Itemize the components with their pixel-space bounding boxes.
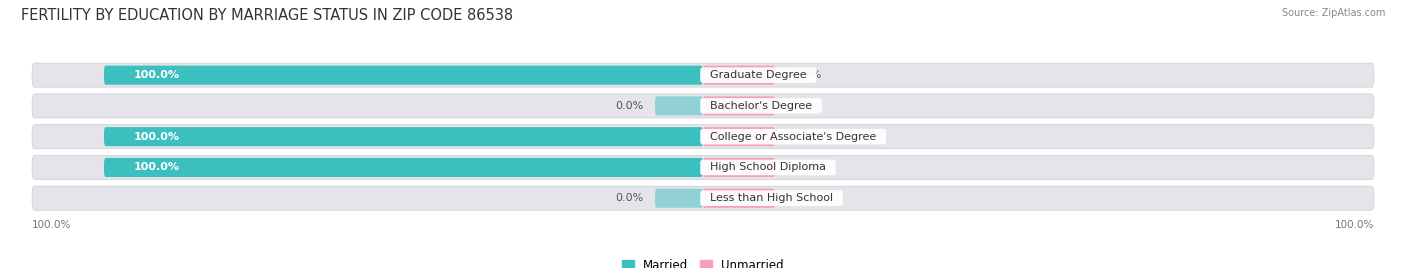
- FancyBboxPatch shape: [703, 189, 775, 208]
- Text: 0.0%: 0.0%: [614, 193, 643, 203]
- Text: 0.0%: 0.0%: [793, 70, 821, 80]
- FancyBboxPatch shape: [703, 66, 775, 85]
- Text: Bachelor's Degree: Bachelor's Degree: [703, 101, 820, 111]
- Text: Less than High School: Less than High School: [703, 193, 841, 203]
- FancyBboxPatch shape: [104, 158, 703, 177]
- Text: 0.0%: 0.0%: [793, 132, 821, 142]
- FancyBboxPatch shape: [104, 66, 703, 85]
- FancyBboxPatch shape: [32, 125, 1374, 149]
- FancyBboxPatch shape: [32, 94, 1374, 118]
- Text: 100.0%: 100.0%: [134, 70, 180, 80]
- FancyBboxPatch shape: [104, 127, 703, 146]
- Text: 100.0%: 100.0%: [1334, 220, 1374, 230]
- Text: Graduate Degree: Graduate Degree: [703, 70, 814, 80]
- Text: FERTILITY BY EDUCATION BY MARRIAGE STATUS IN ZIP CODE 86538: FERTILITY BY EDUCATION BY MARRIAGE STATU…: [21, 8, 513, 23]
- FancyBboxPatch shape: [703, 96, 775, 116]
- Text: 0.0%: 0.0%: [793, 101, 821, 111]
- Text: 0.0%: 0.0%: [793, 193, 821, 203]
- Text: 0.0%: 0.0%: [614, 101, 643, 111]
- Text: Source: ZipAtlas.com: Source: ZipAtlas.com: [1281, 8, 1385, 18]
- Text: 100.0%: 100.0%: [134, 132, 180, 142]
- FancyBboxPatch shape: [703, 127, 775, 146]
- Text: 0.0%: 0.0%: [793, 162, 821, 172]
- FancyBboxPatch shape: [32, 63, 1374, 87]
- Legend: Married, Unmarried: Married, Unmarried: [621, 259, 785, 268]
- Text: 100.0%: 100.0%: [134, 162, 180, 172]
- FancyBboxPatch shape: [32, 155, 1374, 180]
- Text: 100.0%: 100.0%: [32, 220, 72, 230]
- FancyBboxPatch shape: [655, 189, 703, 208]
- Text: College or Associate's Degree: College or Associate's Degree: [703, 132, 883, 142]
- FancyBboxPatch shape: [32, 186, 1374, 210]
- Text: High School Diploma: High School Diploma: [703, 162, 832, 172]
- FancyBboxPatch shape: [703, 158, 775, 177]
- FancyBboxPatch shape: [655, 96, 703, 116]
